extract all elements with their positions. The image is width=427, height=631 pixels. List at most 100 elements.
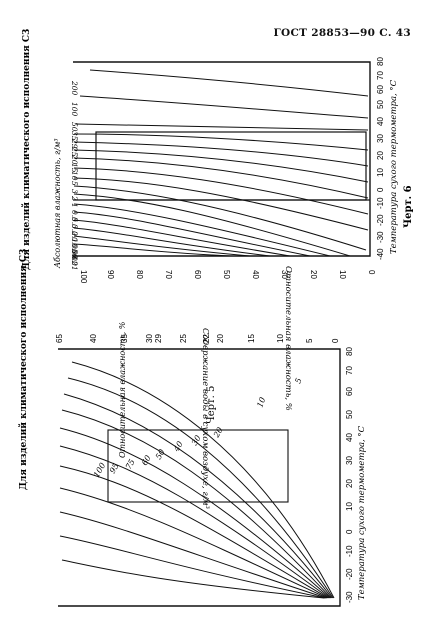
chart5-y-tick: 5 — [305, 338, 314, 343]
chart6-curve — [75, 123, 369, 131]
chart6-curve-value: 25 — [70, 146, 79, 157]
chart5-y-tick: 0 — [331, 338, 340, 343]
chart5-x-tick: 60 — [345, 387, 354, 396]
chart6-y-tick: 10 — [338, 270, 347, 279]
chart6-x-tick: 10 — [376, 168, 385, 177]
chart5-curve — [59, 487, 328, 599]
chart5-x-tick: 70 — [345, 366, 354, 375]
chart5-caption: Черт. 5 — [206, 386, 217, 424]
chart5-curve-value: 75 — [124, 458, 137, 471]
chart6-x-tick: -20 — [376, 214, 385, 226]
chart6-curve-value: 0.01 — [70, 254, 79, 271]
chart6-curve-value: 1 — [70, 203, 79, 208]
chart6-x-tick: 60 — [376, 85, 385, 94]
chart5-x-tick: 50 — [345, 410, 354, 419]
chart6-curve — [73, 167, 369, 215]
chart6-curves — [73, 69, 369, 257]
page-header: ГОСТ 28853—90 С. 43 — [273, 27, 411, 39]
chart6-curve — [73, 157, 369, 199]
chart5-x-tick: -20 — [345, 568, 354, 580]
chart6-y-tick: 60 — [193, 270, 202, 279]
chart5-curve — [61, 559, 325, 599]
chart6-side-title: Для изделий климатического исполнения С3 — [21, 29, 32, 270]
chart5-x-tick: 80 — [345, 347, 354, 356]
chart5-curve — [59, 445, 330, 599]
chart6-y-tick: 50 — [222, 270, 231, 279]
chart5-y-tick: 65 — [55, 334, 64, 343]
chart6-curve-values: 200 100 50 35 29 25 20 15 10 5 3 2 1 0.5… — [70, 80, 79, 271]
chart6-y-tick: 0 — [367, 270, 376, 275]
chart5-x-tick: 0 — [345, 529, 354, 534]
chart6-curve-value: 0.2 — [70, 224, 79, 236]
chart6-y-tick: 20 — [309, 270, 318, 279]
chart6-y-tick: 40 — [251, 270, 260, 279]
chart6-y-tick: 90 — [106, 270, 115, 279]
chart5-y-tick: 25 — [179, 334, 188, 343]
chart6-x-tick: 80 — [376, 57, 385, 66]
chart6-x-tick: 20 — [376, 151, 385, 160]
chart6-curve — [73, 177, 369, 231]
chart5-x-tick: 30 — [345, 456, 354, 465]
chart6-curve-value: 0.02 — [70, 249, 79, 266]
chart6: Для изделий климатического исполнения С3… — [21, 29, 414, 411]
chart6-curve — [73, 193, 351, 257]
chart5-frame — [58, 348, 341, 607]
chart5-side-title: Для изделий климатического исполнения С3 — [18, 249, 29, 490]
chart6-curve-value: 0.1 — [70, 231, 79, 243]
chart5-y-tick: 15 — [247, 334, 256, 343]
chart5-inner-rect — [107, 429, 289, 503]
chart5-y-ticks: 65 40 35 30 29 25 22 20 15 10 5 0 — [55, 334, 340, 343]
chart5-curve-value: 20 — [211, 426, 224, 440]
chart6-curve — [79, 95, 369, 119]
chart6-y-tick: 80 — [135, 270, 144, 279]
chart5-x-axis-label: Температура сухого термометра, °С — [357, 425, 367, 600]
chart5-curve-value: 5 — [293, 377, 303, 385]
chart5-curves — [59, 361, 335, 599]
chart6-curve — [89, 69, 369, 97]
chart6-y-tick: 70 — [164, 270, 173, 279]
chart6-caption: Черт. 6 — [403, 185, 414, 228]
chart6-curve — [73, 227, 271, 257]
chart6-curve — [73, 149, 369, 183]
chart6-x-tick: -10 — [376, 197, 385, 209]
chart5-curve — [63, 393, 333, 599]
chart5-y-axis-label: Содержание воды в сухом воздухе, г/м³ — [200, 328, 210, 510]
chart6-curve-value: 10 — [70, 171, 79, 181]
chart5-curve — [71, 361, 335, 599]
chart5-curve-value: 95 — [108, 462, 121, 475]
chart6-curve — [73, 243, 231, 257]
chart5: Для изделий климатического исполнения С3… — [18, 249, 367, 607]
chart6-x-axis-label: Температура сухого термометра, °С — [389, 79, 399, 254]
chart6-curve-value: 0.3 — [70, 217, 79, 229]
chart5-curve — [61, 409, 332, 599]
chart6-curve — [73, 235, 251, 257]
chart6-curve — [73, 203, 331, 257]
chart6-curve-value: 35 — [70, 131, 79, 141]
chart6-curve-value: 29 — [70, 138, 79, 149]
chart6-y-axis-label: Относительная влажность, % — [283, 266, 293, 411]
chart6-x-tick: 70 — [376, 71, 385, 80]
chart5-y-tick: 22 — [202, 334, 211, 343]
chart5-curve-value: 50 — [154, 448, 167, 461]
chart6-curve-value: 100 — [70, 102, 79, 117]
chart6-curve-label: Абсолютная влажность, г/м³ — [53, 138, 62, 269]
chart5-y-tick: 20 — [216, 334, 225, 343]
chart5-curve-value: 10 — [255, 396, 267, 409]
chart6-x-tick: 30 — [376, 134, 385, 143]
chart6-x-tick: -30 — [376, 231, 385, 243]
chart5-curve — [59, 465, 329, 599]
chart6-curve — [73, 211, 311, 257]
chart6-y-tick: 100 — [79, 270, 88, 284]
chart5-curve-value: 30 — [190, 434, 203, 447]
chart5-curve-value: 60 — [140, 454, 153, 467]
chart5-x-ticks: -30 -20 -10 0 10 20 30 40 50 60 70 80 — [345, 347, 354, 603]
chart5-y-tick: 29 — [154, 334, 163, 343]
chart5-x-tick: 40 — [345, 433, 354, 442]
chart5-x-tick: -10 — [345, 545, 354, 557]
chart6-curve-value: 15 — [70, 163, 79, 173]
chart6-curve-value: 2 — [70, 195, 79, 201]
chart5-curve-label: Относительная влажность, % — [118, 321, 127, 458]
chart6-curve-value: 0.05 — [70, 237, 79, 254]
chart6-curve — [73, 219, 291, 257]
